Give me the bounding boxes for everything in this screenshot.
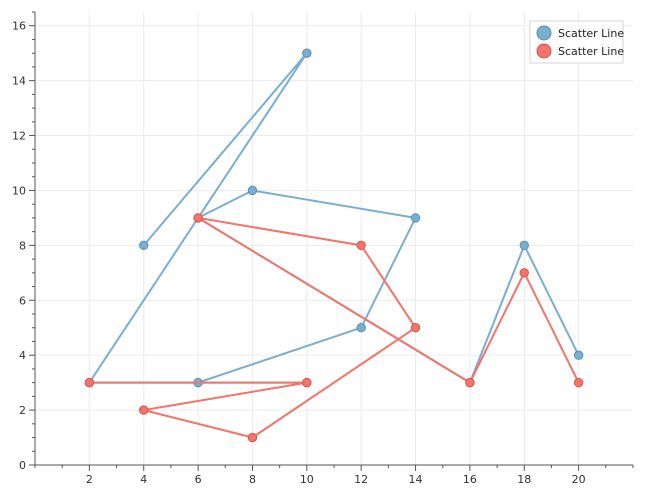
x-tick-label: 2 (86, 473, 93, 486)
x-tick-label: 14 (409, 473, 423, 486)
plot-area (35, 12, 633, 465)
series-layer (84, 48, 584, 443)
series-line (88, 52, 580, 384)
x-tick-label: 20 (572, 473, 586, 486)
data-point (139, 240, 149, 251)
data-point (247, 432, 258, 443)
data-point (247, 185, 258, 196)
y-tick-label: 2 (19, 404, 26, 417)
data-point (410, 323, 421, 333)
legend-label: Scatter Line (558, 27, 624, 40)
data-point (193, 213, 203, 223)
legend: Scatter Line Scatter Line (529, 20, 624, 64)
legend-marker (536, 25, 552, 41)
data-point (573, 350, 584, 360)
series-line (89, 216, 580, 439)
x-tick-label: 6 (195, 473, 202, 486)
y-tick-label: 6 (19, 294, 26, 307)
y-tick-label: 12 (12, 130, 26, 143)
grid-layer (35, 12, 633, 466)
data-point (356, 323, 366, 333)
x-tick-label: 4 (140, 473, 147, 486)
x-tick-label: 12 (354, 473, 368, 486)
data-point (410, 213, 421, 223)
y-tick-label: 4 (19, 349, 26, 362)
y-tick-label: 8 (19, 239, 26, 252)
x-tick-label: 10 (300, 473, 314, 486)
y-tick-label: 14 (12, 75, 26, 88)
data-point (519, 240, 529, 251)
x-tick-label: 18 (517, 473, 531, 486)
data-point (519, 268, 529, 278)
data-point (139, 405, 149, 415)
y-tick-label: 10 (12, 184, 26, 197)
data-point (356, 240, 366, 251)
y-tick-label: 0 (19, 459, 26, 472)
data-point (465, 377, 475, 388)
series-2 (84, 213, 584, 443)
x-tick-label: 16 (463, 473, 477, 486)
legend-marker (536, 43, 552, 59)
x-tick-label: 8 (249, 473, 256, 486)
data-point (302, 48, 312, 58)
legend-label: Scatter Line (558, 45, 624, 58)
axis-layer: 2 4 6 8 10 12 14 16 18 20 0 2 4 6 8 10 12 14 16 (12, 11, 634, 486)
data-point (573, 377, 584, 388)
data-point (84, 377, 95, 388)
data-point (302, 377, 312, 388)
y-tick-label: 16 (12, 20, 26, 33)
